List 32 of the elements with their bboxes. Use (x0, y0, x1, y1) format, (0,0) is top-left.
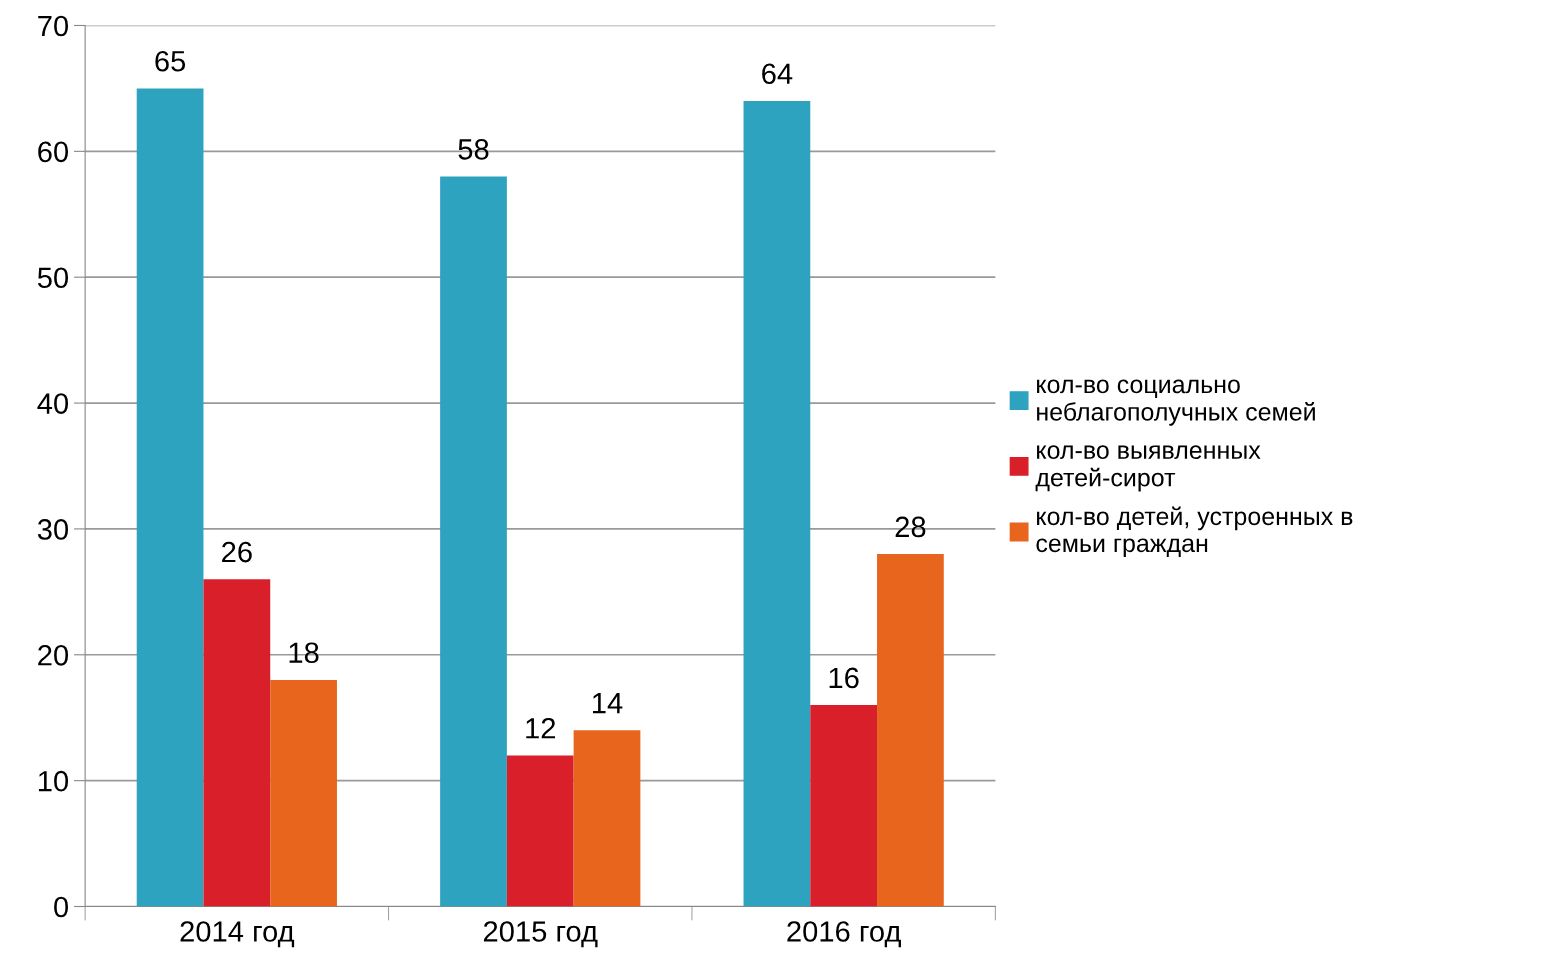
data-label: 28 (895, 516, 926, 538)
y-tick-label: 70 (38, 15, 69, 37)
bar (810, 705, 878, 907)
data-label: 12 (526, 717, 556, 739)
x-tick-label: 2014 год (180, 921, 295, 948)
y-tick-label: 40 (37, 393, 69, 414)
x-tick-label: 2016 год (787, 921, 901, 948)
bar (506, 755, 574, 907)
data-label: 26 (222, 541, 252, 563)
bar (136, 88, 204, 907)
bar (743, 101, 811, 907)
legend-label: кол-во выявленных детей-сирот (1035, 445, 1261, 492)
data-label: 65 (155, 50, 186, 72)
y-tick-label: 10 (38, 770, 69, 792)
bar (203, 579, 271, 907)
x-tick-label: 2015 год (483, 921, 598, 948)
bar (573, 730, 641, 907)
legend-label: кол-во социально неблагополучных семей (1037, 379, 1315, 426)
data-label: 16 (829, 667, 859, 689)
data-label: 64 (762, 63, 793, 85)
y-tick-label: 30 (37, 519, 69, 540)
data-label: 14 (593, 693, 623, 714)
bar (270, 679, 337, 907)
data-label: 58 (458, 138, 489, 160)
y-tick-label: 0 (54, 896, 69, 918)
y-tick-label: 50 (37, 267, 69, 289)
legend-label: кол-во детей, устроенных в семьи граждан (1036, 506, 1353, 558)
y-tick-label: 20 (38, 644, 69, 666)
bar (877, 554, 944, 907)
bar (440, 176, 507, 907)
y-tick-label: 60 (38, 141, 69, 163)
data-label: 18 (289, 642, 319, 664)
